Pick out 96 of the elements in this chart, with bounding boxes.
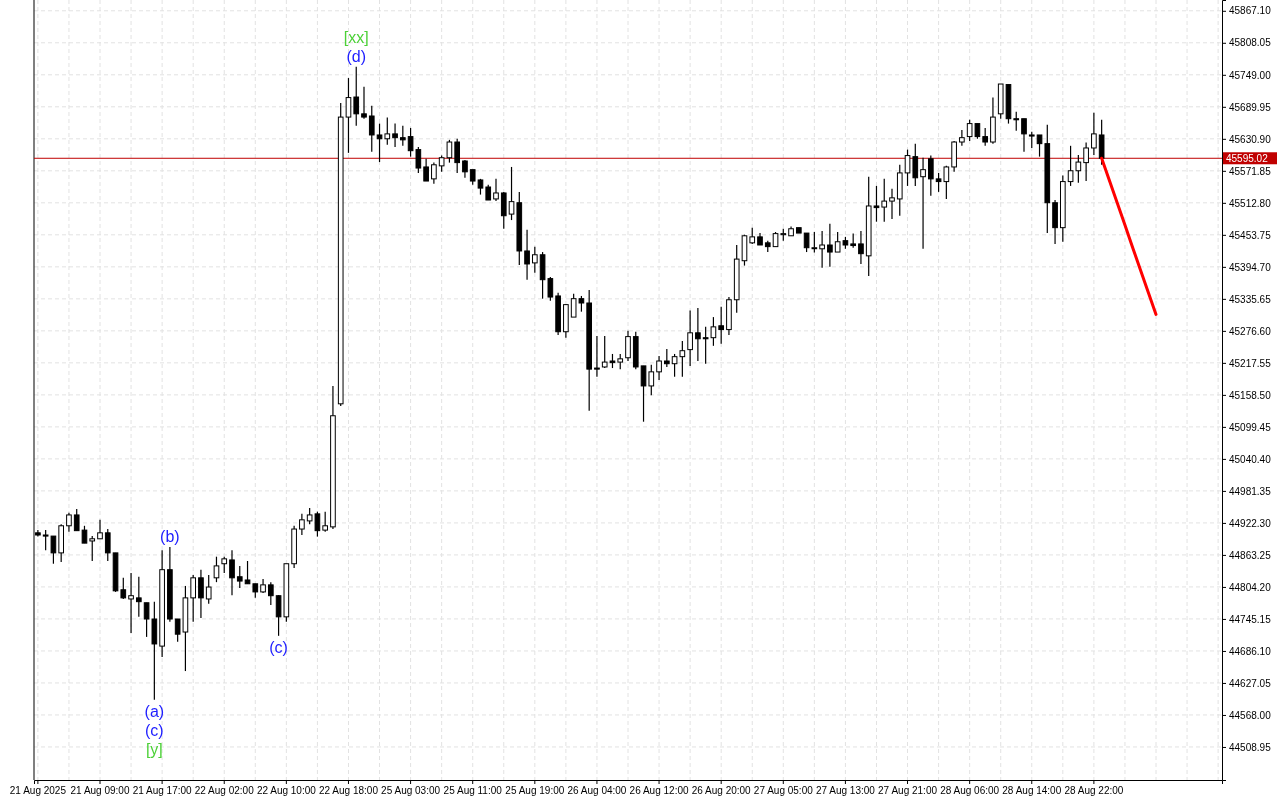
candlestick [594,335,600,378]
candlestick [625,330,631,362]
x-tick-label: 22 Aug 10:00 [256,785,317,797]
y-tick-label: 45867.10 [1229,5,1272,17]
candlestick [1013,111,1020,132]
candlestick [493,178,499,202]
candlestick [819,230,825,269]
y-tick-label: 45749.00 [1229,69,1272,81]
candlestick [524,229,530,281]
x-tick-label: 21 Aug 17:00 [132,785,193,797]
x-tick-label: 26 Aug 04:00 [567,785,627,797]
candlestick [392,122,398,148]
y-tick-label: 44863.25 [1229,549,1272,561]
candlestick [205,574,212,605]
x-tick-label: 27 Aug 05:00 [753,785,814,797]
candlestick [361,86,367,120]
y-tick-label: 44686.10 [1229,645,1272,657]
candlestick [889,188,895,220]
y-tick-label: 45335.65 [1229,293,1272,305]
candlestick [1091,112,1097,156]
candlestick [1098,119,1105,166]
annotation: [xx] [343,28,369,46]
x-tick-label: 28 Aug 06:00 [940,785,1000,797]
annotation: (c) [269,638,288,656]
candlestick [229,549,235,596]
candlestick [353,66,360,127]
y-tick-label: 45276.60 [1229,325,1272,337]
candlestick [881,178,888,223]
candlestick [135,576,142,618]
candlestick [399,125,406,147]
candlestick [322,511,329,533]
candlestick [66,512,72,533]
x-tick-label: 25 Aug 03:00 [381,785,441,797]
candlestick [423,158,429,182]
candlestick [695,307,701,362]
y-tick-label: 45808.05 [1229,37,1272,49]
candlestick [267,581,274,606]
candlestick [656,355,662,381]
candlestick [687,309,693,367]
x-tick-label: 22 Aug 18:00 [318,785,379,797]
candlestick [104,528,111,562]
y-tick-label: 44804.20 [1229,581,1272,593]
candlestick [431,162,437,185]
annotation: (b) [160,527,180,545]
y-tick-label: 45394.70 [1229,261,1272,273]
x-tick-label: 21 Aug 09:00 [70,785,130,797]
x-tick-label: 26 Aug 20:00 [691,785,752,797]
candlestick [454,138,461,174]
annotation: [y] [145,740,163,758]
y-tick-label: 45512.80 [1229,197,1272,209]
x-tick-label: 26 Aug 12:00 [629,785,689,797]
x-tick-label: 25 Aug 19:00 [505,785,565,797]
y-tick-label: 44981.35 [1229,485,1272,497]
annotation: (a) [144,702,165,720]
annotation: (c) [145,721,164,739]
candlestick [236,565,243,589]
candlestick [1083,141,1089,182]
candlestick [927,154,934,197]
y-tick-label: 45571.85 [1229,165,1272,177]
y-tick-label: 45217.55 [1229,357,1272,369]
y-tick-label: 45158.50 [1229,389,1272,401]
y-tick-label: 45689.95 [1229,101,1272,113]
x-tick-label: 25 Aug 11:00 [443,785,503,797]
x-tick-label: 28 Aug 14:00 [1002,785,1062,797]
candlestick [1021,118,1027,153]
x-tick-label: 27 Aug 21:00 [878,785,938,797]
y-tick-label: 44627.05 [1229,677,1272,689]
candlestick [858,230,864,265]
candlestick [89,535,96,562]
candlestick [128,572,134,634]
y-tick-label: 45630.90 [1229,133,1272,145]
ref-line-label: 45595.02 [1226,153,1269,165]
candlestick [97,519,103,540]
candlestick [190,574,197,623]
y-tick-label: 44568.00 [1229,709,1272,721]
x-tick-label: 27 Aug 13:00 [815,785,876,797]
candlestick [718,306,725,345]
candlestick [368,105,375,153]
candlestick [531,246,538,274]
candlestick [920,157,926,250]
candlestick [198,569,204,619]
candlestick [959,129,965,147]
candlestick [500,191,507,230]
y-tick-label: 44745.15 [1229,613,1272,625]
annotation: (d) [346,47,367,65]
y-tick-label: 44922.30 [1229,517,1272,529]
x-tick-label: 22 Aug 02:00 [194,785,255,797]
candlestick [299,513,305,536]
y-tick-label: 45099.45 [1229,421,1272,433]
x-tick-label: 28 Aug 22:00 [1064,785,1124,797]
y-tick-label: 45453.75 [1229,229,1272,241]
y-tick-label: 45040.40 [1229,453,1272,465]
x-tick-label: 21 Aug 2025 [9,785,67,797]
candlestick [827,223,833,268]
y-tick-label: 44508.95 [1229,741,1272,753]
candlestick [213,556,220,583]
